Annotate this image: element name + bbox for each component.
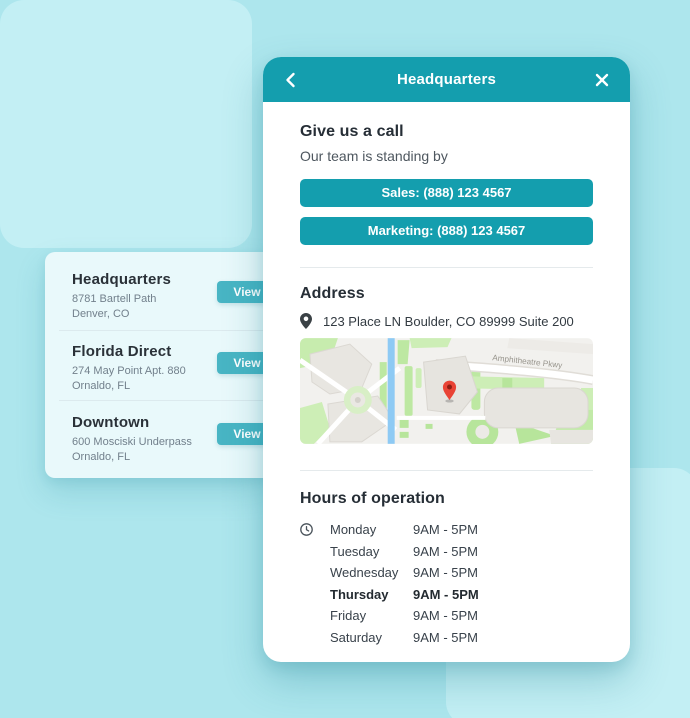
close-button[interactable] bbox=[591, 69, 613, 91]
divider bbox=[300, 267, 593, 268]
hours-row-tuesday: Tuesday 9AM - 5PM bbox=[300, 541, 593, 563]
hours-row-friday: Friday 9AM - 5PM bbox=[300, 605, 593, 627]
location-item-downtown: Downtown 600 Mosciski Underpass Ornaldo,… bbox=[45, 401, 277, 480]
address-section-heading: Address bbox=[300, 285, 365, 302]
hours-row-monday: Monday 9AM - 5PM bbox=[300, 519, 593, 541]
view-button-downtown[interactable]: View bbox=[217, 423, 277, 445]
location-address-line2: Ornaldo, FL bbox=[72, 451, 131, 463]
hours-day: Thursday bbox=[330, 586, 389, 602]
view-button-florida-direct[interactable]: View bbox=[217, 352, 277, 374]
hours-time: 9AM - 5PM bbox=[413, 543, 479, 559]
modal-title: Headquarters bbox=[396, 71, 497, 88]
sales-phone-button[interactable]: Sales: (888) 123 4567 bbox=[300, 179, 593, 207]
location-name: Headquarters bbox=[72, 271, 172, 288]
call-section-heading: Give us a call bbox=[300, 123, 404, 140]
address-text: 123 Place LN Boulder, CO 89999 Suite 200 bbox=[323, 313, 574, 329]
hours-time: 9AM - 5PM bbox=[413, 608, 479, 624]
location-address-line1: 600 Mosciski Underpass bbox=[72, 436, 192, 448]
hours-row-saturday: Saturday 9AM - 5PM bbox=[300, 627, 593, 649]
location-item-headquarters: Headquarters 8781 Bartell Path Denver, C… bbox=[45, 252, 277, 330]
close-icon bbox=[595, 73, 609, 86]
divider bbox=[59, 400, 273, 401]
hours-time: 9AM - 5PM bbox=[413, 565, 479, 581]
back-button[interactable] bbox=[280, 69, 302, 91]
divider bbox=[59, 330, 273, 331]
location-list-card: Headquarters 8781 Bartell Path Denver, C… bbox=[45, 252, 277, 480]
hours-list: Monday 9AM - 5PM Tuesday 9AM - 5PM Wedne… bbox=[300, 519, 593, 648]
hours-time: 9AM - 5PM bbox=[413, 522, 479, 538]
modal-body: Give us a call Our team is standing by S… bbox=[263, 102, 630, 648]
address-row: 123 Place LN Boulder, CO 89999 Suite 200 bbox=[300, 313, 593, 329]
location-address-line1: 274 May Point Apt. 880 bbox=[72, 365, 186, 377]
view-button-headquarters[interactable]: View bbox=[217, 281, 277, 303]
hours-row-thursday: Thursday 9AM - 5PM bbox=[300, 584, 593, 606]
hours-time: 9AM - 5PM bbox=[413, 629, 479, 645]
location-address-line1: 8781 Bartell Path bbox=[72, 293, 157, 305]
hours-time: 9AM - 5PM bbox=[413, 586, 479, 602]
map-image[interactable]: Amphitheatre Pkwy bbox=[300, 338, 593, 444]
map-pin-icon bbox=[442, 380, 457, 403]
modal-header: Headquarters bbox=[263, 57, 630, 102]
location-name: Florida Direct bbox=[72, 343, 172, 360]
hours-section-heading: Hours of operation bbox=[300, 490, 445, 507]
hours-day: Friday bbox=[330, 608, 367, 624]
hours-row-wednesday: Wednesday 9AM - 5PM bbox=[300, 562, 593, 584]
decor-square-top-left bbox=[0, 0, 252, 248]
location-address-line2: Ornaldo, FL bbox=[72, 380, 131, 392]
hours-day: Saturday bbox=[330, 629, 383, 645]
divider bbox=[300, 470, 593, 471]
clock-icon bbox=[300, 523, 313, 537]
location-item-florida-direct: Florida Direct 274 May Point Apt. 880 Or… bbox=[45, 331, 277, 400]
location-detail-modal: Headquarters Give us a call Our team is … bbox=[263, 57, 630, 662]
chevron-left-icon bbox=[286, 72, 295, 87]
hours-day: Wednesday bbox=[330, 565, 399, 581]
marketing-phone-button[interactable]: Marketing: (888) 123 4567 bbox=[300, 217, 593, 245]
hours-day: Monday bbox=[330, 522, 377, 538]
location-name: Downtown bbox=[72, 414, 150, 431]
hours-day: Tuesday bbox=[330, 543, 380, 559]
location-pin-icon bbox=[300, 313, 312, 329]
location-address-line2: Denver, CO bbox=[72, 308, 130, 320]
call-section-subheading: Our team is standing by bbox=[300, 148, 448, 164]
